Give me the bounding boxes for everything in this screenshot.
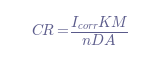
Text: $CR = \dfrac{I_{corr}KM}{nDA}$: $CR = \dfrac{I_{corr}KM}{nDA}$ <box>31 15 128 48</box>
